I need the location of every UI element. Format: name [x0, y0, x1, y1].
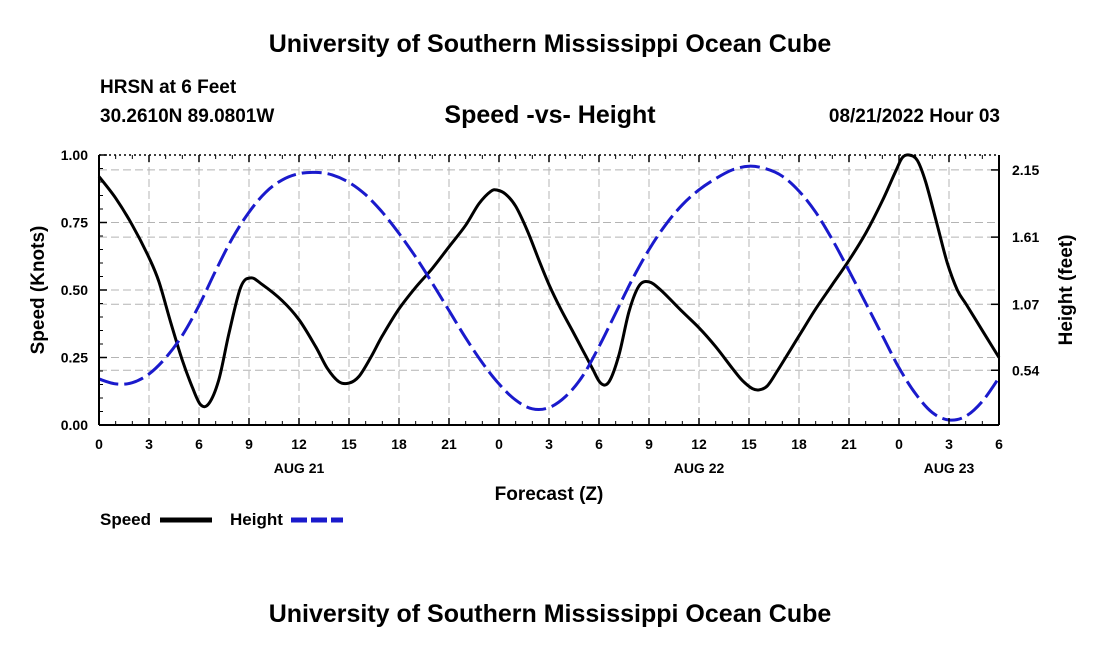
left-y-axis-ticks: 0.00 0.25 0.50 0.75 1.00 — [61, 147, 107, 433]
x-tick-label: 0 — [95, 436, 103, 452]
x-tick-label: 12 — [291, 436, 307, 452]
speed-series-line — [97, 153, 1001, 409]
main-title: University of Southern Mississippi Ocean… — [268, 30, 832, 58]
x-tick-label: 12 — [691, 436, 707, 452]
y-tick-label-left: 1.00 — [61, 147, 88, 163]
station-label: HRSN at 6 Feet — [100, 77, 237, 98]
grid-lines — [99, 154, 999, 425]
legend: Speed Height — [100, 510, 343, 529]
date-labels: AUG 21 AUG 22 AUG 23 — [274, 460, 975, 476]
y-tick-label-left: 0.00 — [61, 417, 88, 433]
x-tick-label: 0 — [495, 436, 503, 452]
x-tick-label: 9 — [245, 436, 253, 452]
forecast-datetime: 08/21/2022 Hour 03 — [828, 106, 1000, 127]
x-tick-label: 21 — [841, 436, 857, 452]
x-tick-label: 6 — [595, 436, 603, 452]
y-tick-label-left: 0.50 — [61, 282, 88, 298]
date-label: AUG 21 — [274, 460, 325, 476]
chart-subtitle: Speed -vs- Height — [444, 101, 656, 129]
x-tick-label: 15 — [341, 436, 357, 452]
right-y-axis-ticks: 0.54 1.07 1.61 2.15 — [991, 162, 1039, 378]
x-tick-label: 0 — [895, 436, 903, 452]
x-axis-title: Forecast (Z) — [495, 484, 604, 505]
y-tick-label-right: 0.54 — [1012, 362, 1039, 378]
x-tick-label: 6 — [995, 436, 1003, 452]
legend-label-height: Height — [230, 510, 283, 529]
y-tick-label-left: 0.75 — [61, 215, 88, 231]
series-lines — [97, 153, 1001, 422]
coordinates-label: 30.2610N 89.0801W — [100, 106, 275, 127]
x-tick-label: 3 — [145, 436, 153, 452]
x-tick-label: 3 — [945, 436, 953, 452]
date-label: AUG 22 — [674, 460, 725, 476]
height-series-line — [98, 164, 1001, 422]
y-tick-label-right: 1.07 — [1012, 296, 1039, 312]
y-tick-label-right: 2.15 — [1012, 162, 1039, 178]
legend-label-speed: Speed — [100, 510, 151, 529]
right-y-axis-title: Height (feet) — [1056, 235, 1077, 346]
x-tick-label: 9 — [645, 436, 653, 452]
x-tick-label: 21 — [441, 436, 457, 452]
x-tick-label: 3 — [545, 436, 553, 452]
x-tick-label: 15 — [741, 436, 757, 452]
x-tick-label: 18 — [391, 436, 407, 452]
x-axis-ticks: 0 3 6 9 12 15 18 21 0 3 6 9 12 15 18 21 0 3 6 — [95, 155, 1003, 452]
x-tick-label: 18 — [791, 436, 807, 452]
y-tick-label-left: 0.25 — [61, 350, 88, 366]
left-y-axis-title: Speed (Knots) — [28, 226, 49, 355]
x-tick-label: 6 — [195, 436, 203, 452]
y-tick-label-right: 1.61 — [1012, 229, 1039, 245]
date-label: AUG 23 — [924, 460, 975, 476]
footer-title: University of Southern Mississippi Ocean… — [268, 600, 832, 628]
